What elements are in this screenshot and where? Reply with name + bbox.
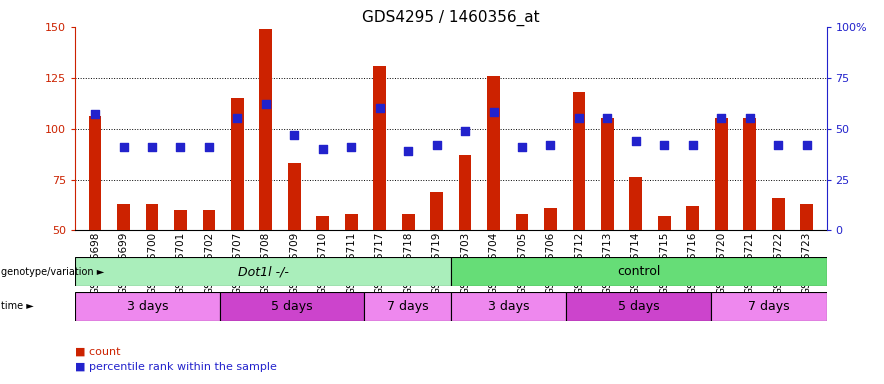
Point	[430, 142, 444, 148]
Bar	[345, 214, 358, 230]
Point	[344, 144, 358, 150]
Text: ■ count: ■ count	[75, 346, 120, 356]
Point	[458, 127, 472, 134]
Point	[145, 144, 159, 150]
Bar	[487, 76, 500, 230]
Title: GDS4295 / 1460356_at: GDS4295 / 1460356_at	[362, 9, 539, 25]
Bar	[364, 292, 451, 321]
Point	[202, 144, 216, 150]
Text: genotype/variation ►: genotype/variation ►	[1, 266, 104, 277]
Bar	[75, 257, 451, 286]
Text: ■ percentile rank within the sample: ■ percentile rank within the sample	[75, 362, 277, 372]
Bar	[174, 210, 187, 230]
Bar	[451, 257, 827, 286]
Bar	[629, 177, 643, 230]
Point	[771, 142, 785, 148]
Bar	[288, 163, 301, 230]
Point	[316, 146, 330, 152]
Bar	[544, 208, 557, 230]
Text: 3 days: 3 days	[126, 300, 168, 313]
Point	[401, 148, 415, 154]
Bar	[573, 92, 585, 230]
Text: control: control	[617, 265, 660, 278]
Text: time ►: time ►	[1, 301, 34, 311]
Bar	[711, 292, 827, 321]
Bar	[772, 198, 785, 230]
Bar	[146, 204, 158, 230]
Bar	[259, 29, 272, 230]
Bar	[515, 214, 529, 230]
Bar	[88, 116, 102, 230]
Bar	[202, 210, 216, 230]
Bar	[219, 292, 364, 321]
Point	[117, 144, 131, 150]
Bar	[459, 155, 471, 230]
Text: 5 days: 5 days	[271, 300, 313, 313]
Point	[572, 115, 586, 121]
Bar	[715, 118, 728, 230]
Point	[287, 132, 301, 138]
Point	[799, 142, 813, 148]
Bar	[316, 216, 329, 230]
Bar	[401, 214, 415, 230]
Text: 7 days: 7 days	[748, 300, 789, 313]
Text: 7 days: 7 days	[386, 300, 429, 313]
Bar	[117, 204, 130, 230]
Bar	[743, 118, 756, 230]
Point	[657, 142, 671, 148]
Point	[629, 138, 643, 144]
Text: 3 days: 3 days	[488, 300, 530, 313]
Point	[544, 142, 558, 148]
Bar	[601, 118, 613, 230]
Point	[686, 142, 700, 148]
Point	[743, 115, 757, 121]
Point	[514, 144, 529, 150]
Bar	[658, 216, 671, 230]
Text: Dot1l -/-: Dot1l -/-	[238, 265, 288, 278]
Bar	[75, 292, 219, 321]
Bar	[686, 206, 699, 230]
Text: 5 days: 5 days	[618, 300, 659, 313]
Point	[88, 111, 103, 118]
Bar	[231, 98, 244, 230]
Bar	[567, 292, 711, 321]
Point	[714, 115, 728, 121]
Bar	[451, 292, 567, 321]
Point	[486, 109, 500, 116]
Bar	[431, 192, 443, 230]
Bar	[800, 204, 813, 230]
Point	[259, 101, 273, 107]
Bar	[373, 66, 386, 230]
Point	[173, 144, 187, 150]
Point	[600, 115, 614, 121]
Point	[231, 115, 245, 121]
Point	[373, 105, 387, 111]
